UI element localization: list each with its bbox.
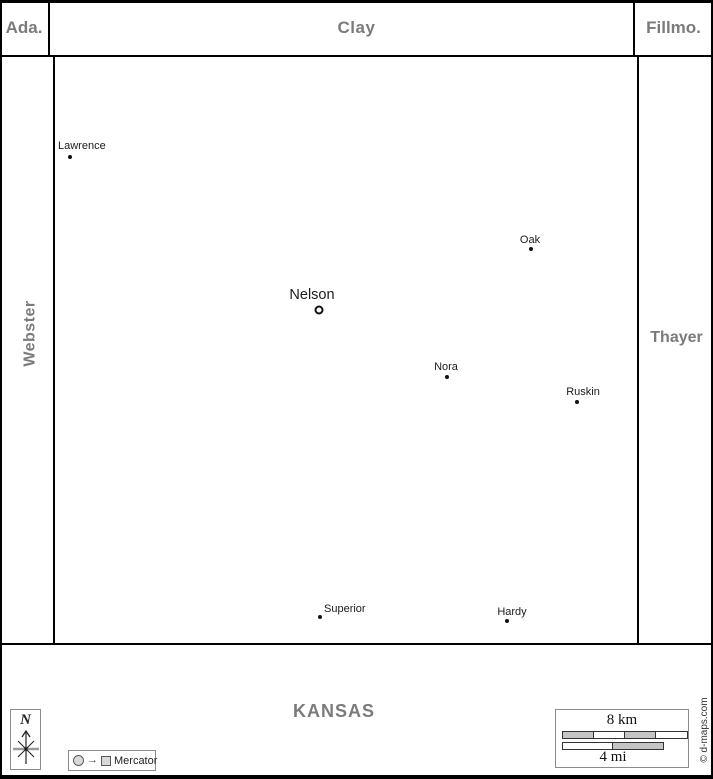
neighbor-label-fillmore: Fillmo. bbox=[646, 17, 701, 37]
credit-text: © d-maps.com bbox=[699, 697, 710, 763]
town-label: Nora bbox=[434, 361, 458, 373]
scale-segment bbox=[563, 743, 613, 749]
town-label: Oak bbox=[519, 234, 541, 246]
neighbor-label-adams: Ada. bbox=[5, 17, 43, 37]
arrow-right-icon: → bbox=[87, 754, 98, 766]
town-dot-marker bbox=[575, 400, 579, 404]
town-dot-marker bbox=[529, 247, 533, 251]
county-east-border bbox=[637, 57, 639, 643]
projection-legend: → Mercator bbox=[68, 750, 158, 771]
town-dot-marker bbox=[318, 615, 322, 619]
projection-name: Mercator bbox=[114, 754, 158, 767]
town-label: Ruskin bbox=[566, 386, 600, 398]
kansas-state-line-border bbox=[0, 643, 713, 645]
plane-icon bbox=[101, 755, 111, 766]
compass-box: N bbox=[10, 709, 41, 770]
north-label: N bbox=[20, 712, 31, 728]
town-label: Nelson bbox=[289, 287, 335, 303]
neighbor-label-clay: Clay bbox=[337, 17, 376, 37]
top-band-bottom-border bbox=[0, 55, 713, 57]
sphere-icon bbox=[73, 755, 84, 766]
scale-segment bbox=[594, 732, 625, 738]
scale-mi-label: 4 mi bbox=[599, 749, 627, 765]
town-dot-marker bbox=[505, 619, 509, 623]
town-dot-marker bbox=[68, 155, 72, 159]
scale-box: 8 km 4 mi bbox=[555, 709, 689, 768]
ada-clay-divider bbox=[48, 0, 50, 55]
scale-segment bbox=[625, 732, 656, 738]
clay-fillmore-divider bbox=[633, 0, 635, 55]
scale-segment bbox=[613, 743, 663, 749]
scale-segment bbox=[656, 732, 687, 738]
town-label: Superior bbox=[324, 603, 366, 615]
neighbor-label-thayer: Thayer bbox=[650, 329, 703, 346]
town-dot-marker bbox=[445, 375, 449, 379]
scale-bar-mi bbox=[562, 742, 664, 750]
neighbor-label-kansas: KANSAS bbox=[292, 701, 375, 721]
compass-rose-icon bbox=[12, 729, 39, 764]
scale-bar-km bbox=[562, 731, 688, 739]
scale-segment bbox=[563, 732, 594, 738]
scale-km-label: 8 km bbox=[606, 712, 638, 728]
town-label: Hardy bbox=[497, 606, 527, 618]
county-west-border bbox=[53, 57, 55, 643]
town-label: Lawrence bbox=[58, 140, 106, 152]
county-seat-marker bbox=[314, 305, 324, 315]
